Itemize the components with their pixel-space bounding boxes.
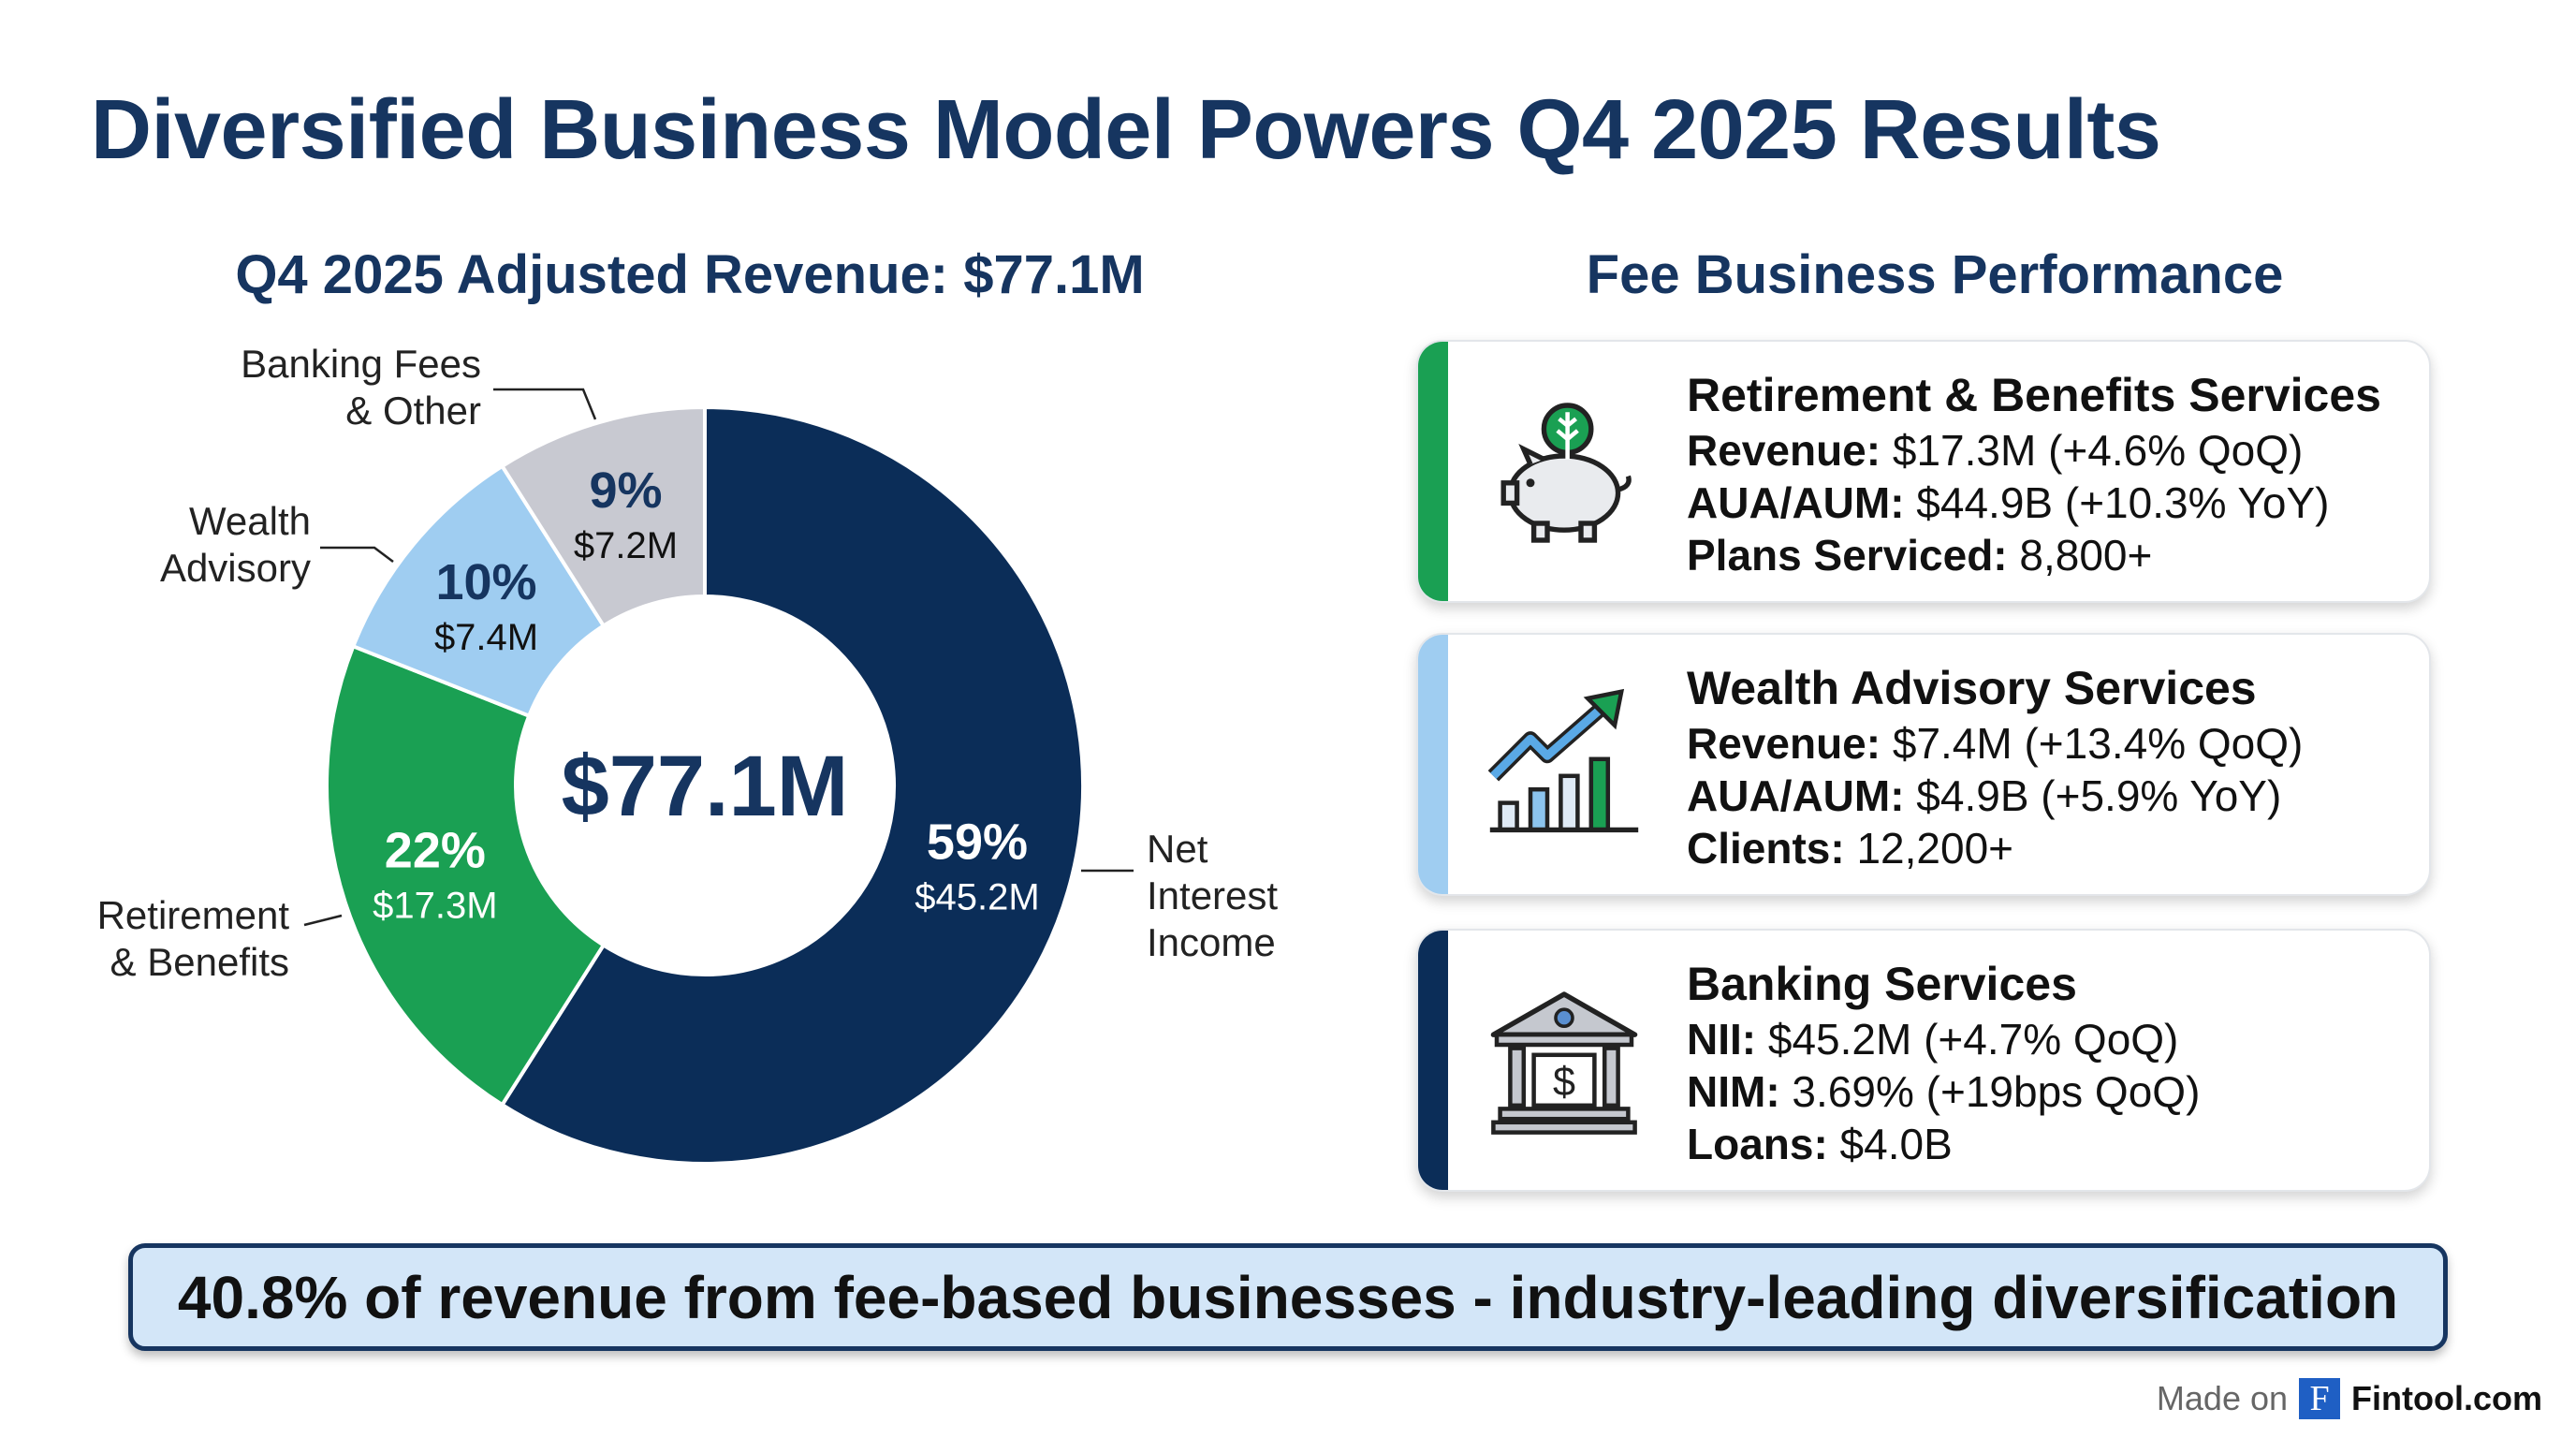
donut-center-total: $77.1M (562, 739, 849, 834)
fintool-logo-icon: F (2299, 1378, 2341, 1419)
card-title: Wealth Advisory Services (1687, 662, 2257, 714)
card-banking: $ Banking Services NII: $45.2M (+4.7% Qo… (1416, 929, 2431, 1192)
metric-label: Clients: (1687, 824, 1845, 873)
fee-section-title: Fee Business Performance (1586, 244, 2284, 305)
metric-value: $45.2M (+4.7% QoQ) (1756, 1015, 2179, 1064)
label-banking-fees: Banking Fees & Other (241, 341, 481, 434)
label-wealth-advisory: Wealth Advisory (160, 498, 311, 592)
growth-chart-icon (1487, 688, 1639, 833)
label-line: Net (1147, 827, 1208, 871)
slice-percent-label: 9% (589, 462, 662, 519)
card-accent (1418, 635, 1448, 894)
label-line: & Benefits (110, 940, 289, 984)
made-on-text: Made on (2156, 1379, 2289, 1417)
leader-banking-fees (493, 388, 597, 420)
metric-label: AUA/AUM: (1687, 771, 1905, 820)
revenue-donut-chart: 59% $45.2M 22% $17.3M 10% $7.4M 9% $7.2M $77.1M (303, 388, 1134, 1166)
card-text: Wealth Advisory Services Revenue: $7.4M … (1687, 659, 2303, 874)
card-line: Clients: 12,200+ (1687, 822, 2303, 874)
metric-label: NIM: (1687, 1067, 1780, 1116)
card-line: AUA/AUM: $4.9B (+5.9% YoY) (1687, 770, 2303, 822)
label-net-interest-income: Net Interest Income (1147, 826, 1278, 966)
bank-icon: $ (1490, 991, 1638, 1135)
slice-value-label: $17.3M (373, 886, 497, 927)
label-line: Wealth (189, 499, 311, 543)
slice-value-label: $45.2M (915, 877, 1039, 918)
card-retirement-benefits: Retirement & Benefits Services Revenue: … (1416, 340, 2431, 603)
footer-attribution[interactable]: Made on F Fintool.com (2157, 1378, 2542, 1419)
metric-label: NII: (1687, 1015, 1757, 1064)
slice-value-label: $7.4M (434, 617, 538, 658)
donut-slice-retirement-benefits (325, 643, 607, 1108)
key-takeaway-banner: 40.8% of revenue from fee-based business… (128, 1243, 2448, 1351)
metric-label: Plans Serviced: (1687, 531, 2008, 580)
brand-link[interactable]: Fintool.com (2351, 1379, 2542, 1417)
label-line: & Other (345, 389, 481, 433)
piggy-bank-icon (1500, 403, 1632, 543)
metric-label: AUA/AUM: (1687, 478, 1905, 527)
card-line: Revenue: $17.3M (+4.6% QoQ) (1687, 424, 2381, 477)
metric-label: Loans: (1687, 1120, 1828, 1168)
card-title: Banking Services (1687, 958, 2077, 1010)
donut-slice-net-interest-income (499, 404, 1085, 1166)
svg-text:$: $ (1553, 1060, 1575, 1105)
slice-percent-label: 10% (435, 554, 536, 610)
slice-percent-label: 59% (927, 814, 1028, 871)
metric-value: $17.3M (+4.6% QoQ) (1881, 426, 2304, 475)
label-line: Advisory (159, 546, 311, 590)
metric-value: 12,200+ (1844, 824, 2014, 873)
card-line: Plans Serviced: 8,800+ (1687, 529, 2381, 581)
card-text: Banking Services NII: $45.2M (+4.7% QoQ)… (1687, 955, 2200, 1170)
card-line: Revenue: $7.4M (+13.4% QoQ) (1687, 717, 2303, 770)
card-text: Retirement & Benefits Services Revenue: … (1687, 366, 2381, 581)
metric-value: 8,800+ (2007, 531, 2153, 580)
card-line: Loans: $4.0B (1687, 1118, 2200, 1170)
metric-label: Revenue: (1687, 426, 1881, 475)
label-line: Banking Fees (241, 342, 481, 386)
metric-value: $4.0B (1827, 1120, 1953, 1168)
slice-percent-label: 22% (385, 823, 486, 879)
metric-value: $4.9B (+5.9% YoY) (1904, 771, 2282, 820)
card-wealth-advisory: Wealth Advisory Services Revenue: $7.4M … (1416, 633, 2431, 896)
metric-value: $7.4M (+13.4% QoQ) (1881, 719, 2304, 768)
metric-value: $44.9B (+10.3% YoY) (1904, 478, 2330, 527)
card-accent (1418, 931, 1448, 1190)
card-line: AUA/AUM: $44.9B (+10.3% YoY) (1687, 477, 2381, 529)
label-line: Income (1147, 920, 1276, 964)
slice-value-label: $7.2M (574, 525, 678, 566)
metric-label: Revenue: (1687, 719, 1881, 768)
card-line: NII: $45.2M (+4.7% QoQ) (1687, 1013, 2200, 1065)
card-accent (1418, 342, 1448, 601)
label-line: Retirement (96, 893, 289, 937)
label-retirement-benefits: Retirement & Benefits (97, 892, 289, 986)
card-line: NIM: 3.69% (+19bps QoQ) (1687, 1065, 2200, 1118)
card-title: Retirement & Benefits Services (1687, 369, 2381, 421)
metric-value: 3.69% (+19bps QoQ) (1779, 1067, 2201, 1116)
leader-retirement-benefits (303, 914, 343, 927)
label-line: Interest (1147, 873, 1279, 917)
chart-subtitle: Q4 2025 Adjusted Revenue: $77.1M (235, 244, 1145, 305)
page-title: Diversified Business Model Powers Q4 202… (91, 83, 2161, 177)
leader-wealth-advisory (320, 546, 394, 563)
donut-slice-banking-fees-other (499, 404, 707, 629)
